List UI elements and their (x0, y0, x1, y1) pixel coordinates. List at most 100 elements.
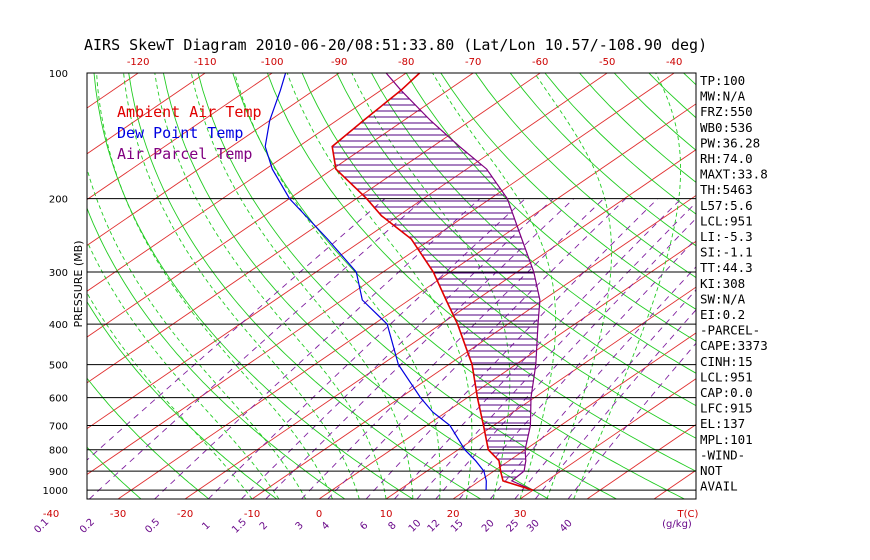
mixing-ratio-tick-label: 30 (525, 518, 542, 535)
index-label: SW:N/A (700, 291, 746, 306)
bottom-temp-tick-label: 20 (447, 509, 460, 520)
top-temp-tick-label: -70 (465, 57, 481, 68)
moist-adiabat-line (573, 73, 682, 499)
mixing-ratio-line (265, 198, 575, 499)
mixing-ratio-line (327, 198, 627, 499)
index-label: EL:137 (700, 416, 745, 431)
mixing-ratio-line (514, 289, 696, 499)
isotherm-line (87, 73, 675, 475)
mixing-ratio-line (301, 198, 605, 499)
mixing-ratio-tick-label: 6 (358, 520, 370, 532)
mixing-ratio-line (365, 198, 659, 499)
top-temp-tick-label: -100 (261, 57, 284, 68)
legend-entry: Dew Point Temp (117, 124, 243, 142)
dry-adiabat-line (0, 73, 73, 499)
mixing-ratio-tick-label: 0.5 (143, 517, 162, 536)
bottom-unit-label: T(C) (677, 509, 699, 520)
mixing-ratio-line (534, 309, 696, 499)
dry-adiabat-line (197, 73, 617, 499)
top-temp-tick-label: -120 (127, 57, 150, 68)
index-label: MAXT:33.8 (700, 167, 768, 182)
dry-adiabat-line (822, 73, 870, 499)
index-label: TT:44.3 (700, 260, 753, 275)
isotherm-line (184, 149, 696, 499)
index-label: FRZ:550 (700, 104, 753, 119)
pressure-tick-label: 300 (49, 268, 68, 279)
dry-adiabat-line (87, 206, 346, 499)
index-label: -WIND- (700, 447, 745, 462)
parcel-profile (385, 73, 541, 491)
dry-adiabat-line (509, 73, 696, 247)
pressure-tick-label: 700 (49, 422, 68, 433)
moist-adiabat-line (87, 292, 253, 499)
stability-indices: TP:100MW:N/AFRZ:550WB0:536PW:36.28RH:74.… (700, 73, 768, 494)
cape-hatch-area (332, 92, 540, 478)
top-temp-tick-label: -110 (194, 57, 217, 68)
isotherm-line (385, 286, 696, 499)
mixing-ratio-tick-label: 4 (320, 520, 332, 532)
isotherm-line (653, 469, 696, 499)
bottom-temp-tick-label: 10 (380, 509, 393, 520)
dry-adiabat-line (753, 73, 870, 499)
bottom-temp-tick-label: -40 (43, 509, 59, 520)
isotherm-line (87, 73, 474, 338)
index-label: CAPE:3373 (700, 338, 768, 353)
dry-adiabat-line (266, 73, 696, 472)
index-label: LFC:915 (700, 401, 753, 416)
index-label: LCL:951 (700, 213, 753, 228)
moist-adiabat-line (87, 167, 307, 499)
index-label: L57:5.6 (700, 198, 753, 213)
bottom-temp-tick-label: 30 (514, 509, 527, 520)
sounding-profiles (264, 73, 541, 491)
isotherm-line (87, 73, 206, 155)
index-label: CAP:0.0 (700, 385, 753, 400)
mixing-ratio-tick-label: 10 (407, 518, 424, 535)
index-label: MPL:101 (700, 432, 753, 447)
moist-adiabat-line (87, 240, 280, 499)
isotherm-line (519, 378, 696, 499)
index-label: LI:-5.3 (700, 229, 753, 244)
index-label: LCL:951 (700, 369, 753, 384)
legend-entry: Air Parcel Temp (117, 145, 252, 163)
pressure-tick-label: 100 (49, 69, 68, 80)
mixing-ratio-line (567, 342, 696, 499)
mixing-ratio-line (241, 198, 554, 499)
legend-entry: Ambient Air Temp (117, 103, 262, 121)
moist-adiabat-line (432, 73, 557, 499)
index-label: AVAIL (700, 479, 738, 494)
moist-adiabat-line (96, 73, 333, 499)
index-label: SI:-1.1 (700, 245, 753, 260)
top-temp-tick-label: -90 (331, 57, 347, 68)
bottom-temp-tick-label: -30 (110, 509, 126, 520)
dry-adiabat-line (87, 377, 210, 499)
dry-adiabat-line (232, 73, 685, 499)
isotherm-line (87, 73, 608, 430)
mixing-ratio-line (88, 198, 425, 499)
mixing-ratio-tick-label: 2 (258, 520, 270, 532)
moist-adiabat-line (286, 73, 473, 499)
pressure-tick-label: 1000 (43, 486, 68, 497)
index-label: TP:100 (700, 73, 745, 88)
moist-adiabat-line (154, 73, 387, 499)
moist-adiabat-line (190, 73, 414, 499)
chart-title: AIRS SkewT Diagram 2010-06-20/08:51:33.8… (84, 36, 707, 54)
pressure-tick-label: 900 (49, 467, 68, 478)
dry-adiabat-line (857, 73, 870, 499)
isotherm-line (87, 73, 541, 384)
dew-point-profile (264, 73, 487, 491)
dry-adiabat-line (440, 73, 696, 310)
plot-frame (86, 72, 697, 500)
isotherm-line (452, 332, 696, 499)
dry-adiabat-line (336, 73, 696, 407)
index-label: TH:5463 (700, 182, 753, 197)
index-label: NOT (700, 463, 723, 478)
index-label: EI:0.2 (700, 307, 745, 322)
moist-adiabat-line (234, 73, 441, 499)
moist-adiabat-line (123, 73, 360, 499)
pressure-tick-label: 600 (49, 394, 68, 405)
dry-adiabat-line (788, 73, 870, 499)
legend: Ambient Air Temp Dew Point Temp Air Parcel… (117, 103, 262, 163)
mixing-ratio-tick-label: 0.2 (78, 517, 97, 536)
isotherm-line (87, 73, 273, 201)
